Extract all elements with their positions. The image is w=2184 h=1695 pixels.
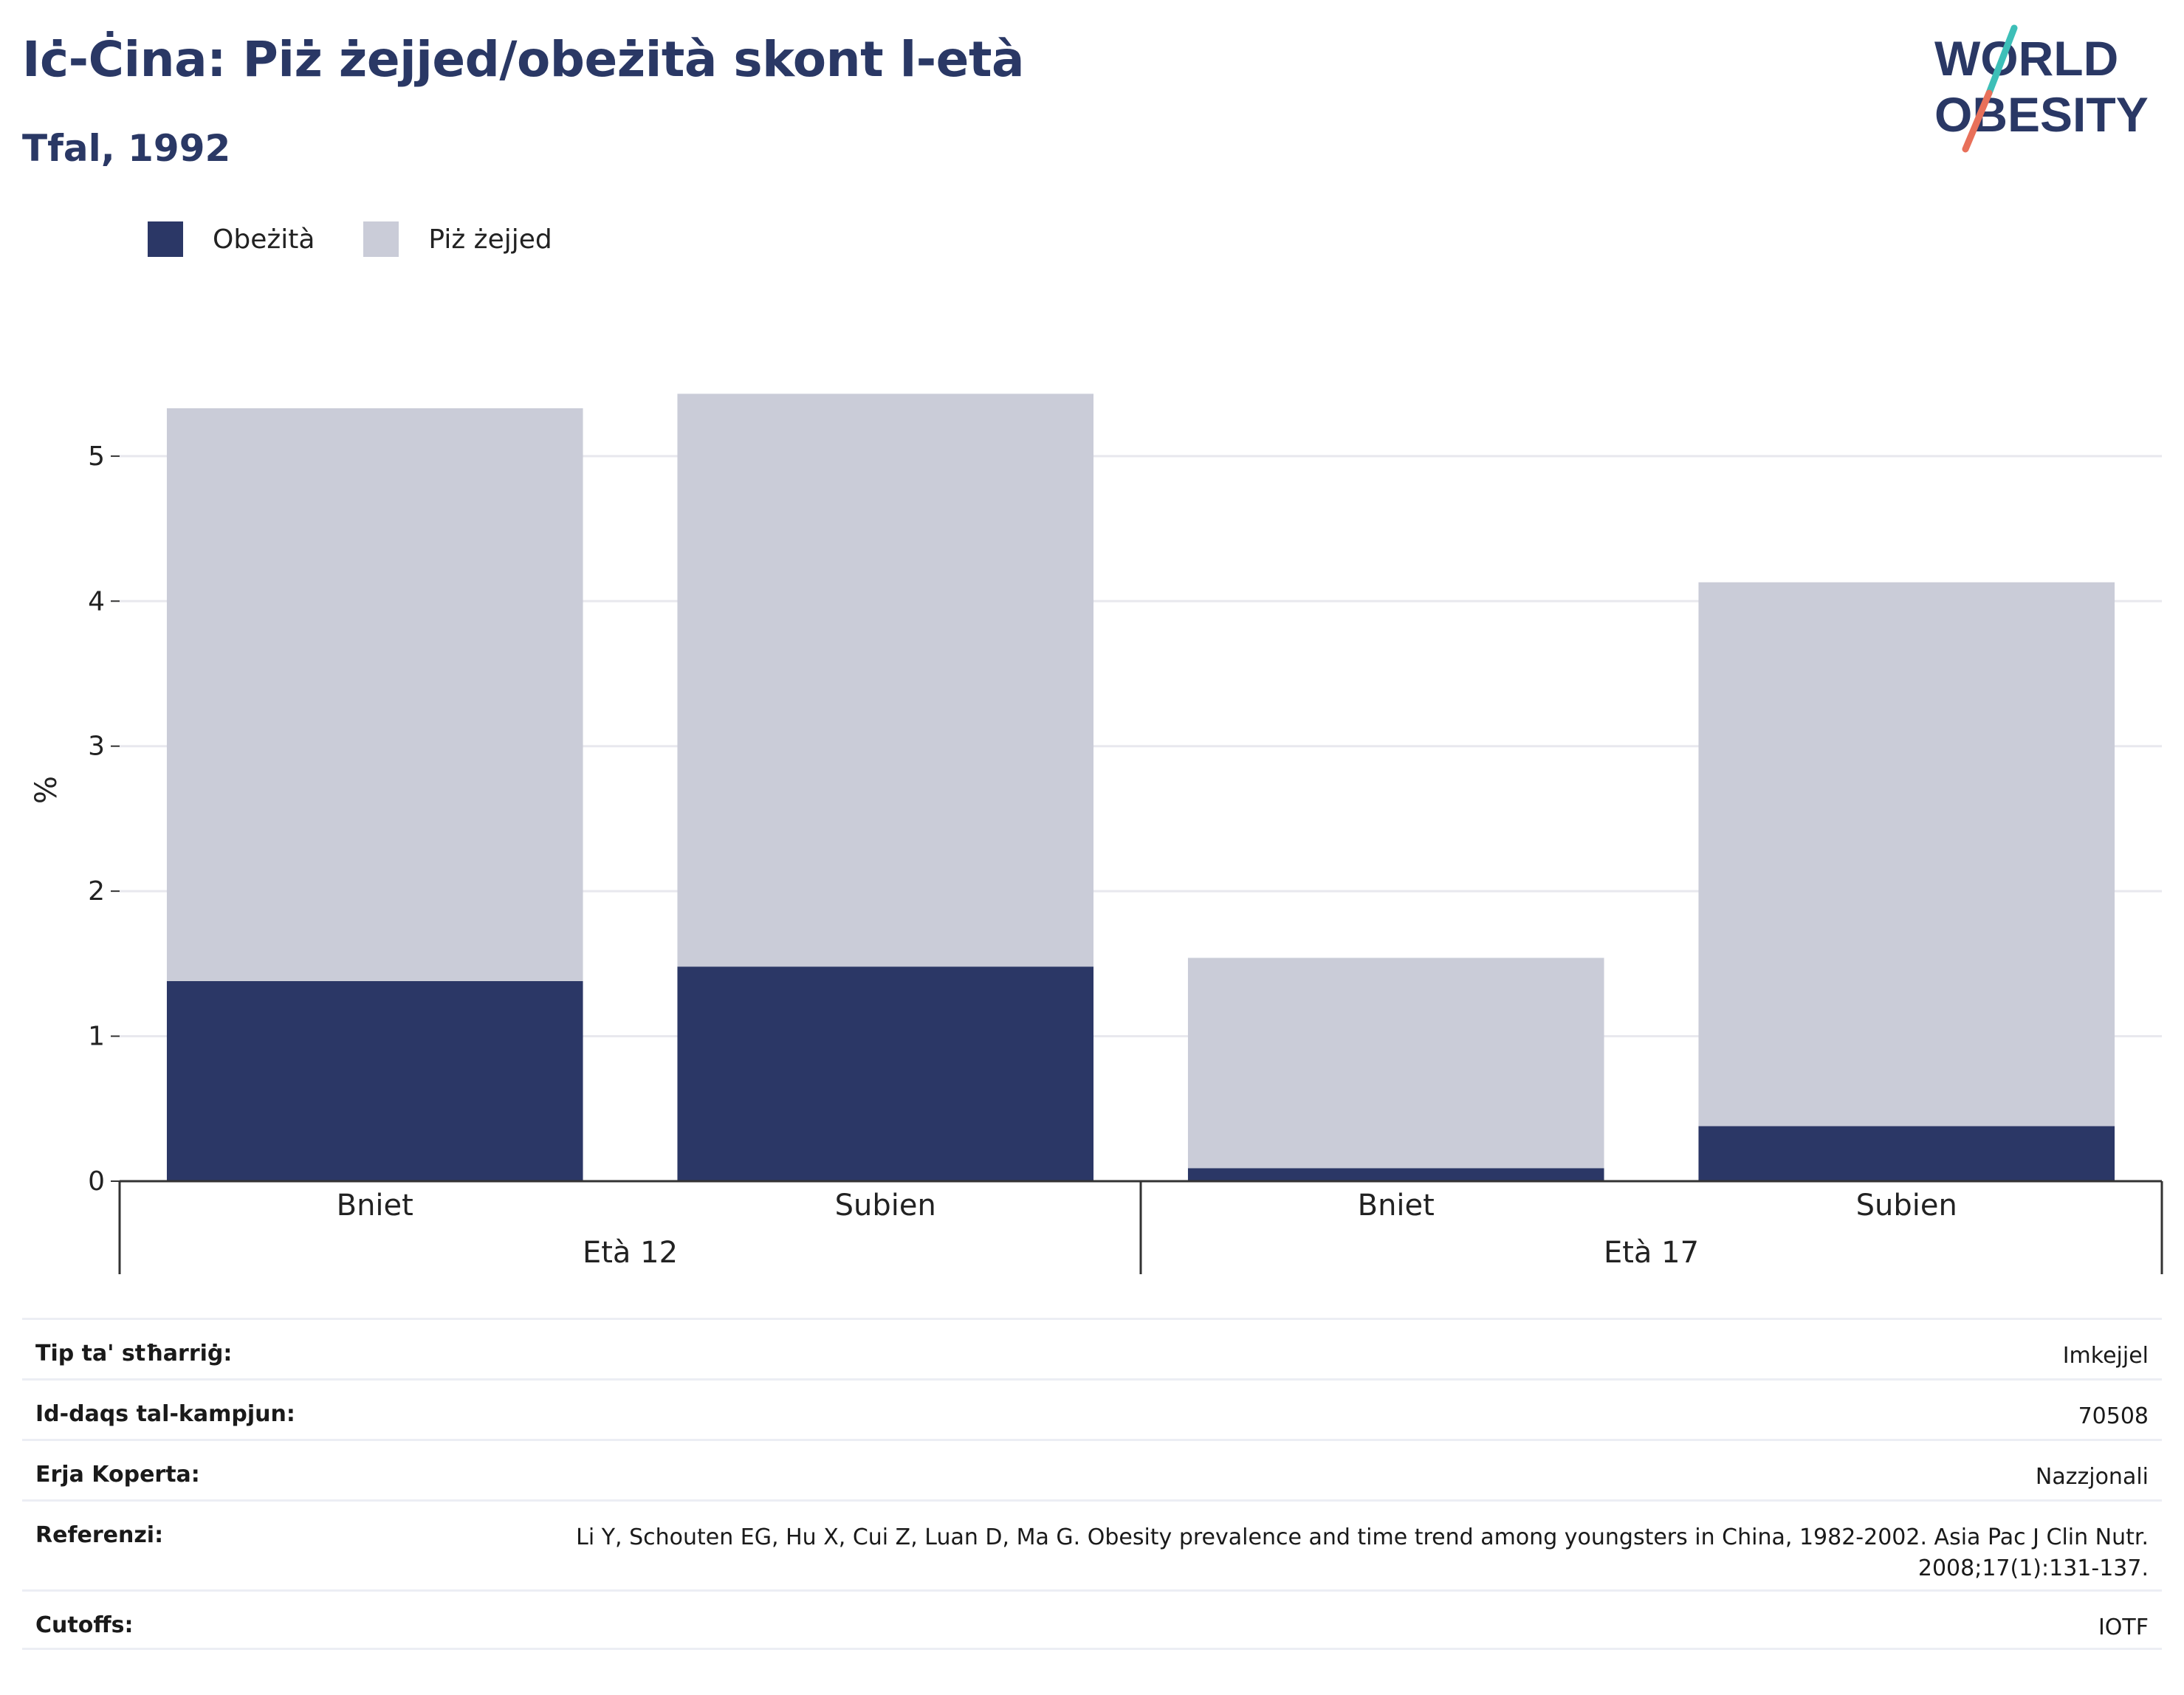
y-tick-label: 3 — [88, 732, 105, 762]
bar-overweight — [677, 393, 1094, 967]
legend-label-overweight: Piż żejjed — [428, 224, 552, 255]
bar-overweight — [1698, 582, 2115, 1127]
chart-subtitle: Tfal, 1992 — [22, 127, 231, 170]
world-obesity-logo: WORLD OBESITY — [1934, 24, 2149, 153]
logo-accent-coral — [1962, 89, 1993, 153]
info-label: Cutoffs: — [35, 1612, 134, 1638]
info-row: Id-daqs tal-kampjun: 70508 — [22, 1378, 2162, 1439]
y-tick-label: 4 — [88, 586, 105, 616]
bar-obesity — [1698, 1126, 2115, 1181]
legend-item-overweight[interactable]: Piż żejjed — [363, 221, 552, 257]
bar-chart: 0 1 2 3 4 5% Bniet Subien Bniet Subien Età 12 Età 1… — [30, 393, 2163, 1274]
y-axis-label: % — [30, 776, 63, 804]
info-row: Cutoffs: IOTF — [22, 1589, 2162, 1650]
legend-item-obesity[interactable]: Obeżità — [148, 221, 315, 257]
info-value: Li Y, Schouten EG, Hu X, Cui Z, Luan D, … — [576, 1524, 2149, 1581]
info-value: IOTF — [2098, 1615, 2149, 1640]
y-tick-label: 1 — [88, 1022, 105, 1052]
bar-obesity — [1187, 1168, 1604, 1181]
bar-overweight — [166, 408, 583, 981]
info-value: 70508 — [2078, 1403, 2149, 1429]
x-tick-label: Bniet — [337, 1189, 413, 1223]
info-row: Erja Koperta: Nazzjonali — [22, 1439, 2162, 1499]
bar-overweight — [1187, 957, 1604, 1169]
legend-label-obesity: Obeżità — [213, 224, 315, 255]
info-value: Imkejjel — [2062, 1343, 2149, 1369]
group-label: Età 12 — [583, 1236, 678, 1270]
y-tick-label: 0 — [88, 1166, 105, 1197]
info-label: Erja Koperta: — [35, 1462, 200, 1488]
info-row: Referenzi: Li Y, Schouten EG, Hu X, Cui Z… — [22, 1499, 2162, 1589]
survey-info-table: Tip ta' stħarriġ: Imkejjel Id-daqs tal-kam… — [22, 1318, 2162, 1650]
legend-swatch-obesity — [148, 221, 183, 257]
legend-swatch-overweight — [363, 221, 399, 257]
logo-accent-teal — [1985, 24, 2018, 97]
info-label: Referenzi: — [35, 1522, 164, 1548]
logo-line1: WORLD — [1934, 31, 2118, 86]
x-tick-label: Bniet — [1358, 1189, 1435, 1223]
chart-legend: Obeżità Piż żejjed — [148, 221, 601, 257]
info-label: Tip ta' stħarriġ: — [35, 1341, 233, 1366]
info-row: Tip ta' stħarriġ: Imkejjel — [22, 1318, 2162, 1378]
chart-title: Iċ-Ċina: Piż żejjed/obeżità skont l-età — [22, 31, 1025, 88]
group-label: Età 17 — [1604, 1236, 1699, 1270]
x-tick-label: Subien — [1856, 1189, 1957, 1223]
bar-obesity — [166, 980, 583, 1181]
x-tick-label: Subien — [835, 1189, 936, 1223]
info-value: Nazzjonali — [2035, 1464, 2149, 1490]
info-label: Id-daqs tal-kampjun: — [35, 1401, 295, 1427]
y-tick-label: 2 — [88, 876, 105, 907]
y-tick-label: 5 — [88, 441, 105, 472]
bar-obesity — [677, 966, 1094, 1181]
